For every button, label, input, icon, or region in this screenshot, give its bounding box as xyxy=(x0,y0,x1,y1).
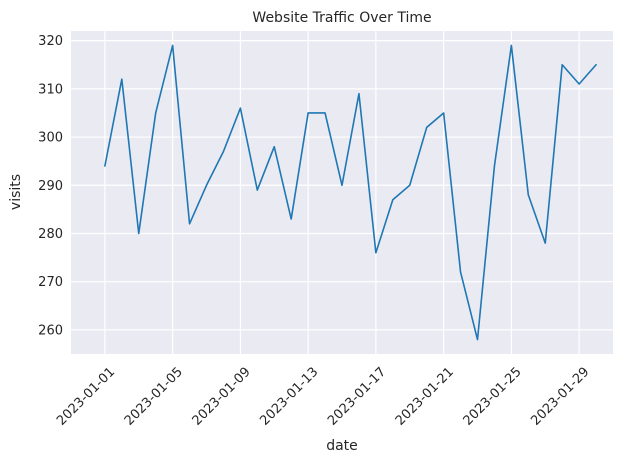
y-tick-label: 270 xyxy=(38,275,63,290)
series-line xyxy=(104,44,597,341)
plot-area xyxy=(71,31,613,354)
x-tick-label: 2023-01-09 xyxy=(190,365,254,429)
y-tick-label: 260 xyxy=(38,323,63,338)
grid xyxy=(71,31,613,354)
x-tick-label: 2023-01-25 xyxy=(461,365,525,429)
series-group xyxy=(104,44,597,341)
y-tick-label: 310 xyxy=(38,82,63,97)
x-axis-label: date xyxy=(326,438,358,454)
x-tick-label: 2023-01-01 xyxy=(54,365,118,429)
x-tick-label: 2023-01-21 xyxy=(393,365,457,429)
x-tick-label: 2023-01-05 xyxy=(122,365,186,429)
x-tick-label: 2023-01-13 xyxy=(257,365,321,429)
y-axis-label: visits xyxy=(8,174,24,210)
chart-title: Website Traffic Over Time xyxy=(252,10,431,26)
x-tick-label: 2023-01-29 xyxy=(528,365,592,429)
x-axis: 2023-01-01 2023-01-05 2023-01-09 2023-01-13… xyxy=(54,365,592,429)
x-tick-label: 2023-01-17 xyxy=(325,365,389,429)
y-tick-label: 320 xyxy=(38,34,63,49)
y-axis: 260 270 280 290 300 310 320 xyxy=(38,34,63,338)
y-tick-label: 290 xyxy=(38,179,63,194)
y-tick-label: 280 xyxy=(38,227,63,242)
y-tick-label: 300 xyxy=(38,131,63,146)
